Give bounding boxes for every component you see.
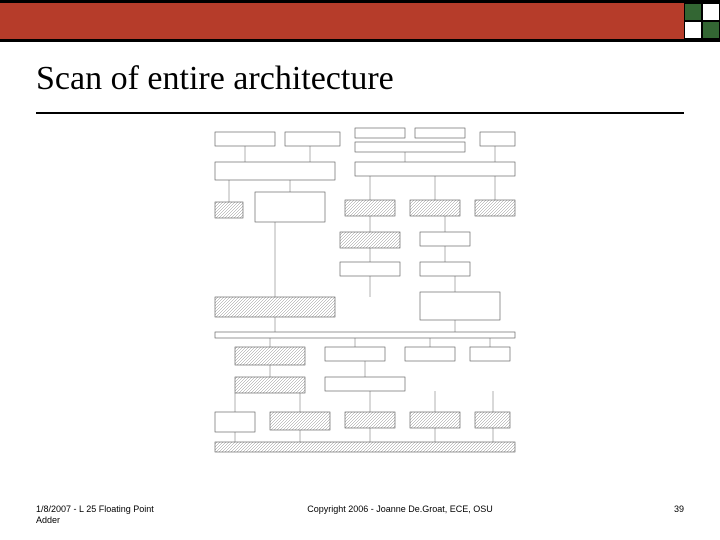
bar-thin-bottom: [0, 39, 720, 42]
bar-main-1: [0, 3, 684, 21]
bar-box-2b: [702, 21, 720, 39]
diagram-svg: [195, 122, 525, 472]
title-area: Scan of entire architecture: [0, 42, 720, 106]
slide-footer: 1/8/2007 - L 25 Floating Point Adder Cop…: [0, 504, 720, 526]
bar-box-1a: [684, 3, 702, 21]
footer-center: Copyright 2006 - Joanne De.Groat, ECE, O…: [156, 504, 644, 514]
bar-row-2: [0, 21, 720, 39]
bar-box-2a: [684, 21, 702, 39]
bar-box-1b: [702, 3, 720, 21]
bar-main-2: [0, 21, 684, 39]
bar-row-1: [0, 3, 720, 21]
slide-title: Scan of entire architecture: [36, 60, 684, 98]
decorative-top-bar: [0, 0, 720, 42]
footer-page-number: 39: [644, 504, 684, 514]
architecture-diagram: [195, 122, 525, 472]
title-underline: [36, 112, 684, 114]
footer-left: 1/8/2007 - L 25 Floating Point Adder: [36, 504, 156, 526]
